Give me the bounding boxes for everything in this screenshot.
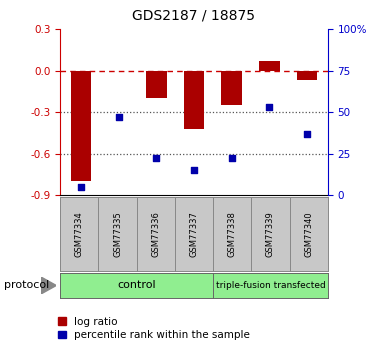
Bar <box>221 71 242 105</box>
Point <box>116 114 122 120</box>
Text: protocol: protocol <box>4 280 49 290</box>
Text: GSM77336: GSM77336 <box>151 211 160 257</box>
Text: GSM77339: GSM77339 <box>266 211 275 257</box>
Text: GSM77337: GSM77337 <box>189 211 199 257</box>
Polygon shape <box>41 277 56 294</box>
Text: GSM77340: GSM77340 <box>304 211 313 257</box>
Text: control: control <box>117 280 156 290</box>
Text: GDS2187 / 18875: GDS2187 / 18875 <box>132 9 256 23</box>
Text: triple-fusion transfected: triple-fusion transfected <box>216 281 326 290</box>
Bar <box>184 71 204 129</box>
Bar <box>146 71 167 98</box>
Point <box>304 131 310 136</box>
Point <box>266 105 272 110</box>
Text: GSM77334: GSM77334 <box>75 211 84 257</box>
Text: GSM77338: GSM77338 <box>228 211 237 257</box>
Legend: log ratio, percentile rank within the sample: log ratio, percentile rank within the sa… <box>57 317 250 340</box>
Point <box>229 156 235 161</box>
Point <box>191 167 197 173</box>
Text: GSM77335: GSM77335 <box>113 211 122 257</box>
Point <box>153 156 159 161</box>
Point <box>78 184 84 189</box>
Bar <box>259 61 280 71</box>
Bar <box>297 71 317 80</box>
Bar <box>71 71 91 181</box>
